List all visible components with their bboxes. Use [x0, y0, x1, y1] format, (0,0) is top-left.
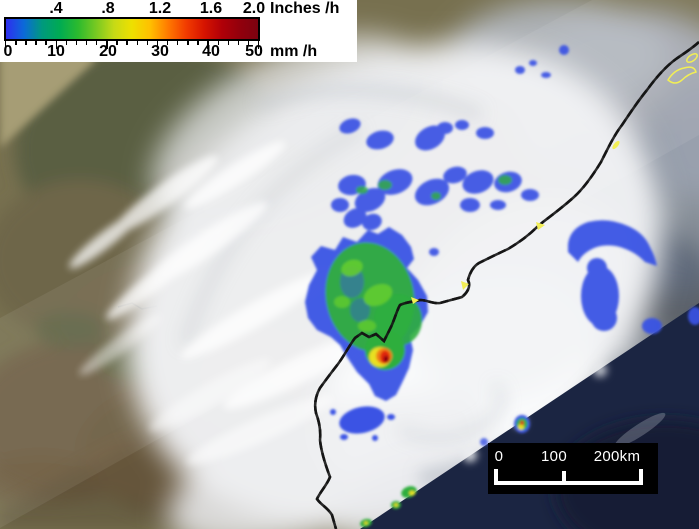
colorbar-tick	[247, 40, 250, 45]
km-scalebar: 0 100 200km	[488, 443, 658, 494]
colorbar-tick	[25, 40, 27, 45]
coastal-convective-cells	[360, 415, 530, 528]
scalebar-label-200: 200km	[593, 448, 641, 465]
colorbar-tick	[45, 40, 47, 45]
colorbar-tick	[126, 40, 128, 45]
mm-tick-label: 50	[245, 43, 263, 60]
colorbar-tick	[35, 40, 37, 45]
colorbar-tick	[187, 40, 189, 45]
colorbar-tick	[156, 40, 159, 49]
colorbar-tick	[237, 40, 240, 45]
scalebar-tick-left	[494, 469, 498, 484]
colorbar-ticks	[5, 40, 260, 50]
colorbar-tick	[15, 40, 17, 45]
colorbar-tick	[207, 40, 209, 49]
colorbar-tick	[106, 40, 108, 49]
colorbar	[4, 17, 260, 41]
colorbar-tick	[85, 40, 88, 45]
inches-tick-label: 2.0	[242, 0, 266, 17]
inches-tick-label: .4	[49, 0, 63, 17]
mm-tick-label: 30	[151, 43, 169, 60]
inches-tick-label: 1.2	[148, 0, 172, 17]
scalebar-label-100: 100	[541, 448, 567, 465]
cloud-streaks	[69, 141, 377, 465]
mm-unit-label: mm /h	[270, 43, 318, 60]
offshore-rain-mass	[568, 220, 662, 334]
south-rain-cell	[330, 406, 488, 446]
colorbar-tick	[5, 40, 7, 49]
rain-rate-overlay	[305, 45, 699, 528]
colorbar-tick	[116, 40, 118, 45]
colorbar-tick	[166, 40, 169, 45]
colorbar-tick	[75, 40, 78, 45]
scalebar-tick-mid	[562, 471, 566, 484]
colorbar-tick	[146, 40, 149, 45]
main-rain-shield	[305, 227, 428, 401]
colorbar-tick	[55, 40, 57, 49]
inches-tick-label: 1.6	[199, 0, 223, 17]
mm-tick-label: 10	[47, 43, 65, 60]
scattered-rain-cells	[331, 45, 699, 325]
colorbar-tick	[197, 40, 199, 45]
mm-tick-label: 20	[99, 43, 117, 60]
scalebar-line	[494, 481, 643, 485]
inches-unit-label: Inches /h	[270, 0, 340, 17]
lagoon-outlines	[667, 53, 698, 84]
coastline	[313, 40, 699, 529]
scalebar-label-0: 0	[494, 448, 504, 465]
colorbar-tick	[96, 40, 98, 45]
colorbar-tick	[136, 40, 138, 45]
scalebar-tick-right	[639, 469, 643, 484]
colorbar-tick	[217, 40, 219, 45]
mm-tick-label: 40	[202, 43, 220, 60]
colorbar-tick	[227, 40, 230, 45]
colorbar-tick	[177, 40, 179, 45]
inches-tick-label: .8	[101, 0, 115, 17]
coastline-markers	[411, 140, 620, 304]
scattered-rain-green-specks	[356, 175, 512, 200]
colorbar-tick	[65, 40, 68, 45]
colorbar-tick	[258, 40, 260, 49]
mm-tick-label: 0	[3, 43, 13, 60]
storm-intense-core	[369, 347, 392, 367]
rainfall-legend: .4 .8 1.2 1.6 2.0 Inches /h 0 10 20 30 4…	[0, 0, 357, 62]
